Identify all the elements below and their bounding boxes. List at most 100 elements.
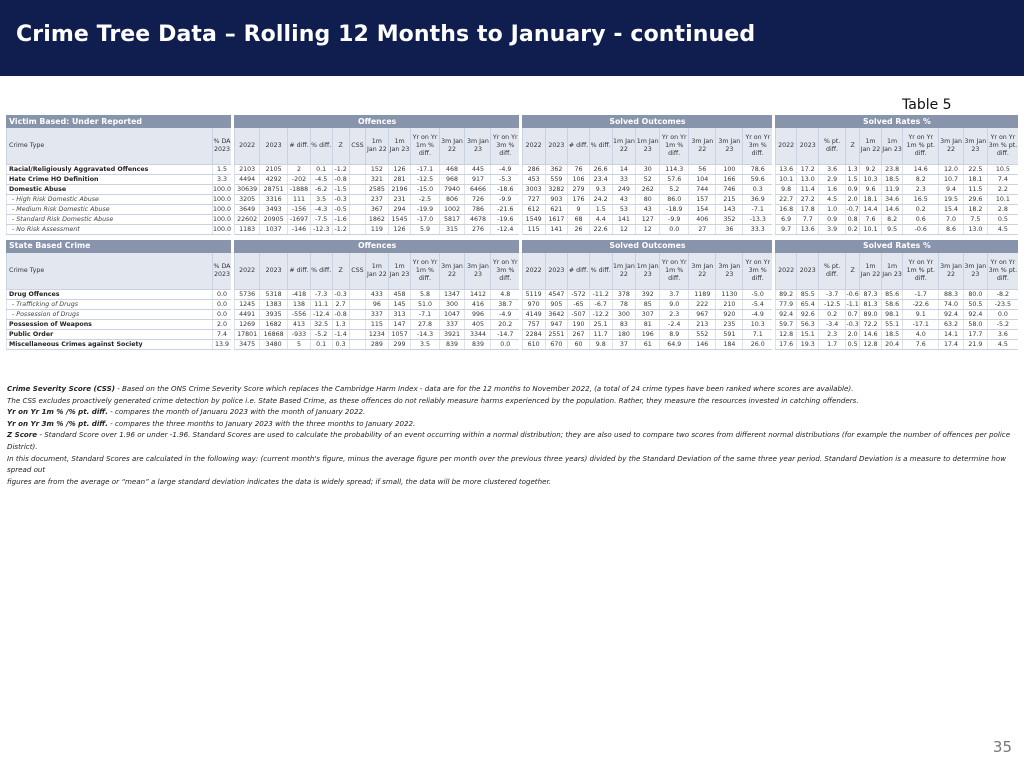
column-header: # diff. (287, 127, 311, 165)
table-cell: 0.9 (845, 184, 860, 195)
table-cell: 289 (365, 339, 389, 350)
table-cell: -0.5 (331, 204, 350, 215)
table-cell: 0.0 (490, 339, 520, 350)
table-cell: 0.3 (331, 339, 350, 350)
table-cell: -556 (287, 309, 311, 320)
table-cell: 920 (715, 309, 743, 320)
table-cell: 458 (387, 289, 411, 300)
table-cell: 1383 (259, 299, 288, 310)
table-cell: -12.3 (309, 224, 332, 235)
column-gap (519, 239, 523, 252)
table-cell: 33.3 (742, 224, 773, 235)
table-cell: 14.6 (859, 329, 882, 340)
table-cell: 8.6 (938, 224, 964, 235)
column-header: 2023 (544, 252, 568, 290)
table-cell: 3344 (464, 329, 491, 340)
group-header-solved-rates: Solved Rates % (774, 239, 1018, 253)
table-cell: 115 (521, 224, 546, 235)
column-header: 3m Jan 22 (938, 252, 964, 290)
table-cell: 81 (635, 319, 660, 330)
table-cell: 9.0 (659, 299, 689, 310)
table-cell: 3642 (544, 309, 568, 320)
column-gap (772, 184, 776, 195)
column-header: Yr on Yr 3m % diff. (742, 252, 773, 290)
table-cell: 2551 (544, 329, 568, 340)
table-cell: 85.6 (880, 289, 903, 300)
table-cell: 559 (544, 174, 568, 185)
table-cell: 917 (464, 174, 491, 185)
table-row: Public Order 7.4 17801 16868 -933 -5.2 -1.4 123… (6, 329, 1018, 340)
table-cell: -12.5 (410, 174, 440, 185)
table-cell: -15.0 (410, 184, 440, 195)
table-cell: 3935 (259, 309, 288, 320)
table-cell: 4.5 (986, 224, 1018, 235)
table-cell: 100.0 (211, 184, 232, 195)
table-cell: 1.7 (818, 339, 846, 350)
table-cell: -4.5 (309, 174, 332, 185)
table-cell: 213 (688, 319, 716, 330)
table-cell: 367 (365, 204, 389, 215)
table-cell: 56 (688, 164, 716, 175)
table-cell: 453 (521, 174, 546, 185)
table-cell: 3003 (521, 184, 546, 195)
table-cell: -23.5 (986, 299, 1018, 310)
table-cell: 352 (715, 214, 743, 225)
note-css-term: Crime Severity Score (CSS) (7, 384, 115, 393)
table-cell: 76 (567, 164, 590, 175)
table-cell: 4491 (234, 309, 260, 320)
table-cell: 2 (287, 164, 311, 175)
table-cell: 3493 (259, 204, 288, 215)
table-cell: -8.2 (986, 289, 1018, 300)
table-cell: 1130 (715, 289, 743, 300)
table-cell: -12.5 (818, 299, 846, 310)
table-cell (348, 319, 366, 330)
column-header: # diff. (567, 127, 590, 165)
table-cell: 14 (611, 164, 636, 175)
table-cell: 89.2 (774, 289, 797, 300)
table-cell: 2.0 (845, 194, 860, 205)
table-cell: 727 (521, 194, 546, 205)
table-cell: 237 (365, 194, 389, 205)
table-cell: 80 (635, 194, 660, 205)
table-cell: 413 (287, 319, 311, 330)
table-cell: 468 (438, 164, 465, 175)
column-header: Yr on Yr 1m % pt. diff. (902, 127, 939, 165)
table-cell: 1189 (688, 289, 716, 300)
column-gap (519, 319, 523, 329)
table-cell: 111 (287, 194, 311, 205)
column-gap (772, 252, 776, 289)
table-cell: 591 (715, 329, 743, 340)
table-cell: 106 (567, 174, 590, 185)
column-gap (231, 239, 235, 252)
group-header-solved-rates: Solved Rates % (774, 115, 1018, 128)
column-gap (519, 184, 523, 195)
table-cell: -12.4 (490, 224, 520, 235)
table-cell: 4.8 (490, 289, 520, 300)
column-header: Z (845, 252, 860, 290)
table-cell: 61 (635, 339, 660, 350)
table-cell: 10.3 (859, 174, 882, 185)
table-cell: 14.1 (938, 329, 964, 340)
column-header: 2023 (544, 127, 568, 165)
table-cell: 0.8 (845, 214, 860, 225)
column-gap (231, 194, 235, 205)
table-cell: 1347 (438, 289, 465, 300)
crime-type-label: Possession of Weapons (6, 319, 212, 330)
table-cell: 22.6 (588, 224, 613, 235)
table-cell: 10.1 (986, 194, 1018, 205)
table-cell: 127 (635, 214, 660, 225)
table-cell: 5.8 (410, 289, 440, 300)
table-cell: -18.9 (659, 204, 689, 215)
column-gap (772, 309, 776, 319)
column-gap (231, 309, 235, 319)
table-cell: 74.0 (938, 299, 964, 310)
table-cell: 249 (611, 184, 636, 195)
crime-tree-table: Victim Based: Under Reported Offences Solv… (6, 115, 1018, 350)
table-cell: 58.6 (880, 299, 903, 310)
table-cell: 757 (521, 319, 546, 330)
table-cell: -22.6 (902, 299, 939, 310)
table-row: - Medium Risk Domestic Abuse 100.0 3649 349… (6, 204, 1018, 215)
column-header: 3m Jan 23 (962, 127, 988, 165)
table-cell: 9.4 (938, 184, 964, 195)
table-cell: 8.2 (880, 214, 903, 225)
